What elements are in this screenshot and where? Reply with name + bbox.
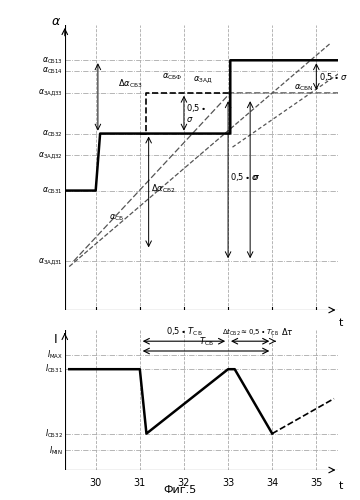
Text: $0{,}5\bullet$
$\sigma$: $0{,}5\bullet$ $\sigma$	[186, 102, 207, 124]
Text: 30: 30	[90, 478, 102, 488]
Text: $\alpha_{\mathsf{ЗАД31}}$: $\alpha_{\mathsf{ЗАД31}}$	[38, 256, 63, 266]
Text: $I_{\mathsf{MIN}}$: $I_{\mathsf{MIN}}$	[49, 444, 63, 456]
Text: $I_{\mathsf{СБ31}}$: $I_{\mathsf{СБ31}}$	[45, 363, 63, 376]
Text: $\alpha_{\mathsf{ЗАД33}}$: $\alpha_{\mathsf{ЗАД33}}$	[38, 88, 63, 99]
Text: $I_{\mathsf{СБ32}}$: $I_{\mathsf{СБ32}}$	[45, 428, 63, 440]
Text: $\alpha_{\mathsf{СБ32}}$: $\alpha_{\mathsf{СБ32}}$	[42, 128, 63, 139]
Text: 33: 33	[222, 478, 234, 488]
Text: $\sigma$: $\sigma$	[252, 172, 260, 182]
Text: $\Delta\alpha_{\mathsf{СБ3}}$: $\Delta\alpha_{\mathsf{СБ3}}$	[118, 77, 143, 90]
Text: $\Delta t_{\mathsf{СБ2}}\approx0{,}5\bullet T_{\mathsf{СБ}}$: $\Delta t_{\mathsf{СБ2}}\approx0{,}5\bul…	[221, 327, 279, 338]
Text: $\alpha_{\mathsf{СБФ}}$: $\alpha_{\mathsf{СБФ}}$	[162, 72, 182, 82]
Text: $\alpha_{\mathsf{СБN}}$: $\alpha_{\mathsf{СБN}}$	[294, 82, 314, 93]
Text: I: I	[54, 333, 58, 346]
Text: $\alpha_{\mathsf{СБ}}$: $\alpha_{\mathsf{СБ}}$	[109, 212, 124, 223]
Text: $\alpha_{\mathsf{ЗАД}}$: $\alpha_{\mathsf{ЗАД}}$	[193, 74, 212, 85]
Text: $\alpha_{\mathsf{СБ14}}$: $\alpha_{\mathsf{СБ14}}$	[42, 66, 63, 76]
Text: $T_{\mathsf{СБ}}$: $T_{\mathsf{СБ}}$	[199, 336, 213, 348]
Text: t: t	[338, 481, 343, 491]
Text: $\alpha_{\mathsf{СБ31}}$: $\alpha_{\mathsf{СБ31}}$	[42, 186, 63, 196]
Text: $I_{\mathsf{MAX}}$: $I_{\mathsf{MAX}}$	[46, 349, 63, 362]
Text: 34: 34	[266, 478, 278, 488]
Text: $\Delta\tau$: $\Delta\tau$	[281, 326, 294, 337]
Text: $\alpha_{\mathsf{СБ13}}$: $\alpha_{\mathsf{СБ13}}$	[42, 55, 63, 66]
Text: $\alpha_{\mathsf{ЗАД32}}$: $\alpha_{\mathsf{ЗАД32}}$	[38, 150, 63, 160]
Text: 31: 31	[134, 478, 146, 488]
Text: 35: 35	[310, 478, 323, 488]
Text: $0{,}5\bullet\sigma$: $0{,}5\bullet\sigma$	[319, 70, 348, 83]
Text: Фиг.5: Фиг.5	[163, 485, 197, 495]
Text: $\alpha$: $\alpha$	[51, 14, 61, 28]
Text: $0{,}5\bullet T_{\mathsf{СБ}}$: $0{,}5\bullet T_{\mathsf{СБ}}$	[166, 326, 202, 338]
Text: $0{,}5\bullet\sigma$: $0{,}5\bullet\sigma$	[230, 171, 260, 183]
Text: $\Delta\alpha_{\mathsf{СБ2}}$: $\Delta\alpha_{\mathsf{СБ2}}$	[151, 183, 175, 196]
Text: 32: 32	[178, 478, 190, 488]
Text: t: t	[338, 318, 343, 328]
